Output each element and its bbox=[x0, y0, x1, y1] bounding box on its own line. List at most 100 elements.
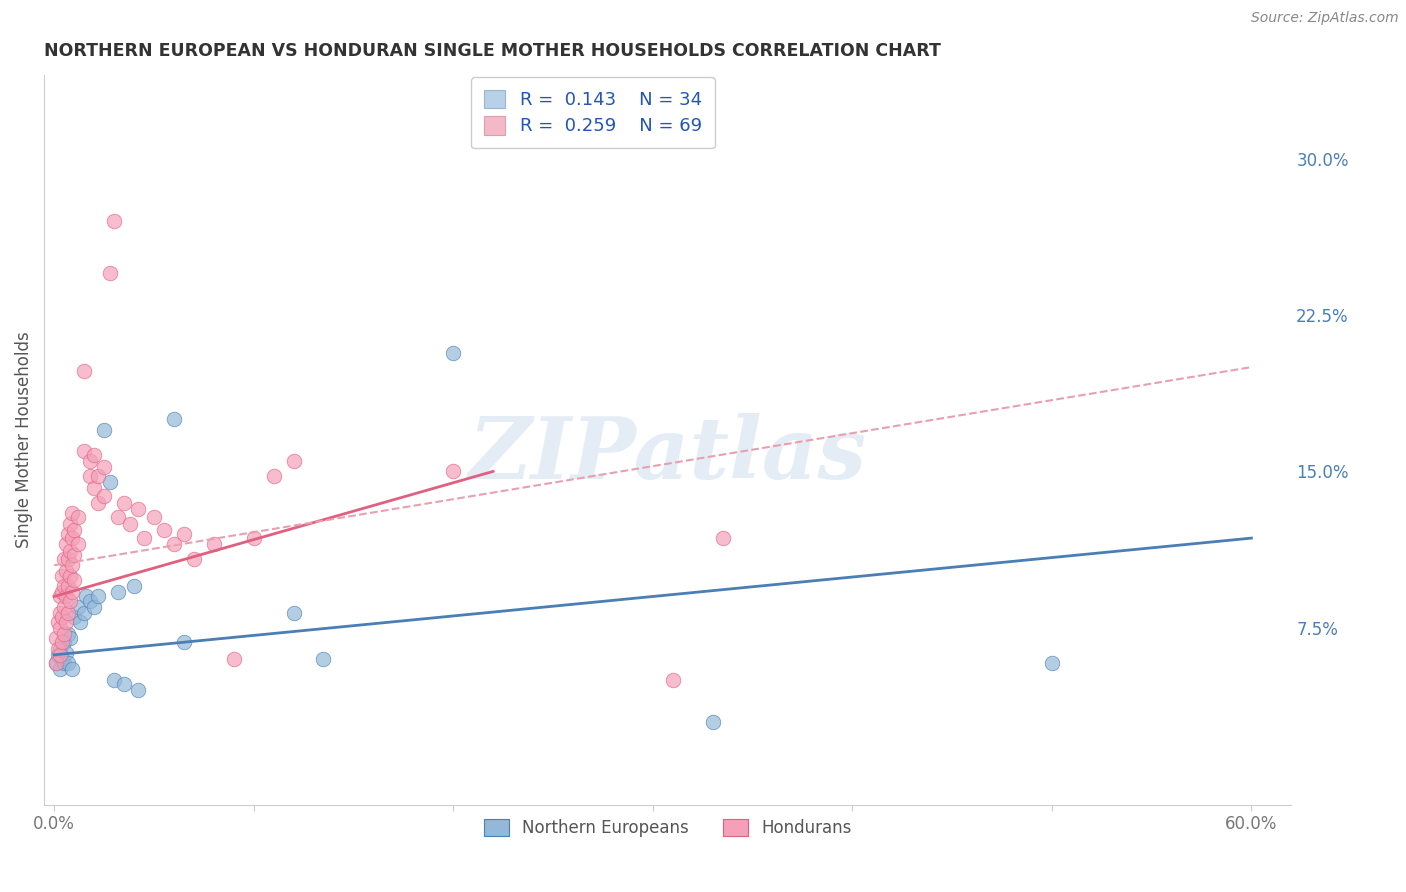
Point bbox=[222, 652, 245, 666]
Point bbox=[53, 627, 76, 641]
Point bbox=[49, 621, 72, 635]
Point bbox=[55, 590, 77, 604]
Point bbox=[98, 475, 121, 489]
Point bbox=[49, 590, 72, 604]
Point bbox=[103, 673, 125, 687]
Point bbox=[53, 579, 76, 593]
Point bbox=[93, 460, 115, 475]
Point bbox=[56, 552, 79, 566]
Point bbox=[45, 631, 67, 645]
Point bbox=[59, 568, 82, 582]
Point bbox=[283, 606, 305, 620]
Text: NORTHERN EUROPEAN VS HONDURAN SINGLE MOTHER HOUSEHOLDS CORRELATION CHART: NORTHERN EUROPEAN VS HONDURAN SINGLE MOT… bbox=[44, 42, 941, 60]
Point bbox=[60, 558, 83, 573]
Point bbox=[55, 537, 77, 551]
Point bbox=[73, 443, 96, 458]
Point bbox=[60, 585, 83, 599]
Point bbox=[93, 423, 115, 437]
Point bbox=[75, 590, 97, 604]
Point bbox=[56, 527, 79, 541]
Point bbox=[59, 543, 82, 558]
Point bbox=[163, 412, 186, 426]
Point bbox=[51, 610, 73, 624]
Point bbox=[45, 657, 67, 671]
Point bbox=[51, 568, 73, 582]
Point bbox=[49, 641, 72, 656]
Point bbox=[173, 635, 195, 649]
Point bbox=[51, 635, 73, 649]
Point bbox=[59, 516, 82, 531]
Point bbox=[711, 531, 734, 545]
Point bbox=[56, 657, 79, 671]
Point bbox=[87, 496, 110, 510]
Point bbox=[83, 481, 105, 495]
Point bbox=[49, 663, 72, 677]
Point bbox=[202, 537, 225, 551]
Text: ZIPatlas: ZIPatlas bbox=[468, 413, 866, 497]
Point bbox=[79, 454, 101, 468]
Point bbox=[87, 468, 110, 483]
Point bbox=[107, 585, 129, 599]
Point bbox=[93, 490, 115, 504]
Point bbox=[59, 593, 82, 607]
Y-axis label: Single Mother Households: Single Mother Households bbox=[15, 332, 32, 549]
Point bbox=[73, 364, 96, 378]
Point bbox=[60, 531, 83, 545]
Point bbox=[53, 657, 76, 671]
Point bbox=[127, 502, 149, 516]
Point bbox=[441, 464, 464, 478]
Point bbox=[51, 652, 73, 666]
Point bbox=[263, 468, 285, 483]
Point bbox=[56, 579, 79, 593]
Point bbox=[283, 454, 305, 468]
Point bbox=[242, 531, 264, 545]
Point bbox=[67, 510, 90, 524]
Point bbox=[56, 627, 79, 641]
Point bbox=[118, 516, 141, 531]
Point bbox=[46, 648, 69, 662]
Point bbox=[702, 714, 724, 729]
Point bbox=[49, 648, 72, 662]
Point bbox=[53, 599, 76, 614]
Point bbox=[55, 565, 77, 579]
Point bbox=[661, 673, 683, 687]
Text: Source: ZipAtlas.com: Source: ZipAtlas.com bbox=[1251, 11, 1399, 25]
Point bbox=[55, 646, 77, 660]
Point bbox=[53, 552, 76, 566]
Point bbox=[59, 631, 82, 645]
Point bbox=[173, 527, 195, 541]
Point bbox=[45, 657, 67, 671]
Point bbox=[49, 606, 72, 620]
Point bbox=[122, 579, 145, 593]
Point bbox=[112, 677, 135, 691]
Point bbox=[153, 523, 176, 537]
Point bbox=[63, 610, 86, 624]
Point bbox=[56, 606, 79, 620]
Point bbox=[112, 496, 135, 510]
Point bbox=[60, 663, 83, 677]
Point bbox=[69, 615, 91, 629]
Point bbox=[142, 510, 165, 524]
Point bbox=[98, 266, 121, 280]
Point bbox=[132, 531, 155, 545]
Point bbox=[67, 537, 90, 551]
Point bbox=[127, 683, 149, 698]
Point bbox=[60, 506, 83, 520]
Point bbox=[1040, 657, 1063, 671]
Point bbox=[83, 599, 105, 614]
Legend: Northern Europeans, Hondurans: Northern Europeans, Hondurans bbox=[478, 813, 858, 844]
Point bbox=[51, 585, 73, 599]
Point bbox=[53, 635, 76, 649]
Point bbox=[441, 345, 464, 359]
Point bbox=[183, 552, 205, 566]
Point bbox=[67, 599, 90, 614]
Point bbox=[73, 606, 96, 620]
Point bbox=[46, 615, 69, 629]
Point bbox=[103, 214, 125, 228]
Point bbox=[163, 537, 186, 551]
Point bbox=[83, 448, 105, 462]
Point bbox=[63, 573, 86, 587]
Point bbox=[79, 468, 101, 483]
Point bbox=[312, 652, 335, 666]
Point bbox=[63, 548, 86, 562]
